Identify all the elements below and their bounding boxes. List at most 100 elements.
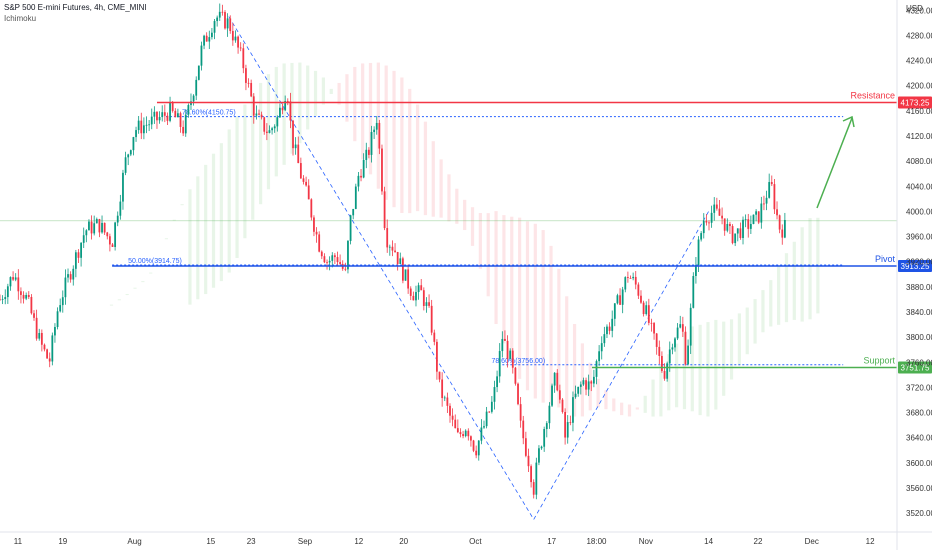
cloud-segment: [133, 287, 137, 289]
candlestick-series: [0, 3, 786, 500]
x-tick-label: Nov: [639, 537, 653, 546]
candle-body: [658, 346, 661, 356]
candle-body: [441, 379, 444, 399]
candle-body: [252, 96, 255, 116]
candle-body: [540, 446, 543, 449]
y-tick-label: 3880.00: [906, 283, 932, 292]
cloud-segment: [698, 324, 702, 416]
candle-body: [85, 230, 88, 236]
cloud-segment: [470, 207, 475, 246]
cloud-segment: [596, 378, 600, 408]
candle-body: [46, 349, 48, 359]
candle-body: [174, 110, 177, 118]
y-tick-label: 3600.00: [906, 459, 932, 468]
cloud-segment: [439, 159, 443, 218]
candle-body: [370, 131, 373, 155]
candle-body: [650, 322, 653, 324]
candle-body: [265, 131, 268, 133]
fib-label: 78.60%(3756.00): [491, 358, 545, 365]
candle-body: [318, 234, 321, 252]
candle-body: [692, 275, 695, 308]
cloud-segment: [180, 204, 184, 206]
candle-body: [765, 197, 768, 204]
candle-body: [391, 246, 394, 251]
cloud-segment: [259, 82, 263, 205]
candle-body: [82, 235, 85, 243]
candle-body: [770, 182, 773, 185]
candle-body: [386, 228, 389, 248]
candle-body: [613, 303, 616, 319]
candle-body: [668, 349, 671, 364]
cloud-segment: [494, 211, 498, 325]
y-tick-label: 3520.00: [906, 509, 932, 518]
y-tick-label: 3960.00: [906, 233, 932, 242]
y-tick-label: 4320.00: [906, 6, 932, 15]
y-tick-label: 4240.00: [906, 57, 932, 66]
candle-body: [326, 262, 328, 264]
candle-body: [577, 386, 580, 394]
indicator-label[interactable]: Ichimoku: [4, 14, 37, 23]
candle-body: [239, 47, 242, 49]
candle-body: [679, 324, 682, 328]
candle-body: [543, 429, 546, 447]
candle-body: [768, 182, 771, 198]
x-tick-label: Sep: [298, 537, 313, 546]
candle-body: [169, 102, 171, 121]
cloud-segment: [769, 280, 773, 327]
candle-body: [135, 130, 137, 138]
y-tick-label: 3920.00: [906, 258, 932, 267]
candle-body: [483, 426, 485, 428]
candle-body: [470, 436, 472, 441]
candle-body: [731, 226, 734, 244]
candle-body: [490, 401, 493, 412]
candle-body: [545, 423, 548, 430]
candle-body: [687, 345, 689, 365]
candle-body: [349, 215, 352, 241]
cloud-segment: [156, 257, 161, 259]
candle-body: [320, 251, 323, 257]
candle-body: [90, 221, 93, 234]
cloud-segment: [455, 188, 459, 224]
candle-body: [122, 172, 124, 202]
price-tag: [898, 361, 932, 374]
candle-body: [213, 21, 216, 33]
cloud-segment: [117, 299, 121, 301]
x-tick-label: 19: [58, 537, 67, 546]
candle-body: [95, 219, 98, 224]
candle-body: [436, 341, 438, 372]
y-tick-label: 3640.00: [906, 434, 932, 443]
candle-body: [532, 482, 535, 495]
x-tick-label: 12: [354, 537, 363, 546]
candle-body: [640, 295, 642, 303]
cloud-segment: [188, 189, 192, 305]
candle-body: [310, 199, 313, 218]
cloud-segment: [729, 319, 734, 380]
cloud-segment: [345, 74, 349, 122]
cloud-segment: [690, 326, 694, 412]
candle-body: [74, 252, 77, 269]
y-tick-label: 3800.00: [906, 333, 932, 342]
cloud-segment: [682, 332, 687, 410]
candle-body: [715, 204, 718, 209]
candle-body: [776, 209, 778, 216]
candle-body: [127, 154, 130, 158]
candle-body: [27, 295, 30, 297]
candle-body: [30, 296, 33, 314]
candle-body: [61, 297, 64, 306]
candle-body: [653, 323, 655, 334]
cloud-segment: [722, 321, 726, 396]
candle-body: [404, 269, 407, 281]
candle-body: [606, 326, 608, 335]
candle-body: [425, 302, 428, 306]
candle-body: [681, 324, 684, 332]
x-tick-label: 14: [704, 537, 713, 546]
candle-body: [247, 82, 250, 84]
candle-body: [56, 311, 59, 328]
candle-body: [221, 11, 224, 13]
candle-body: [608, 326, 611, 331]
candle-body: [153, 111, 156, 117]
cloud-segment: [706, 322, 710, 417]
candle-body: [752, 214, 755, 224]
candle-body: [747, 219, 750, 229]
